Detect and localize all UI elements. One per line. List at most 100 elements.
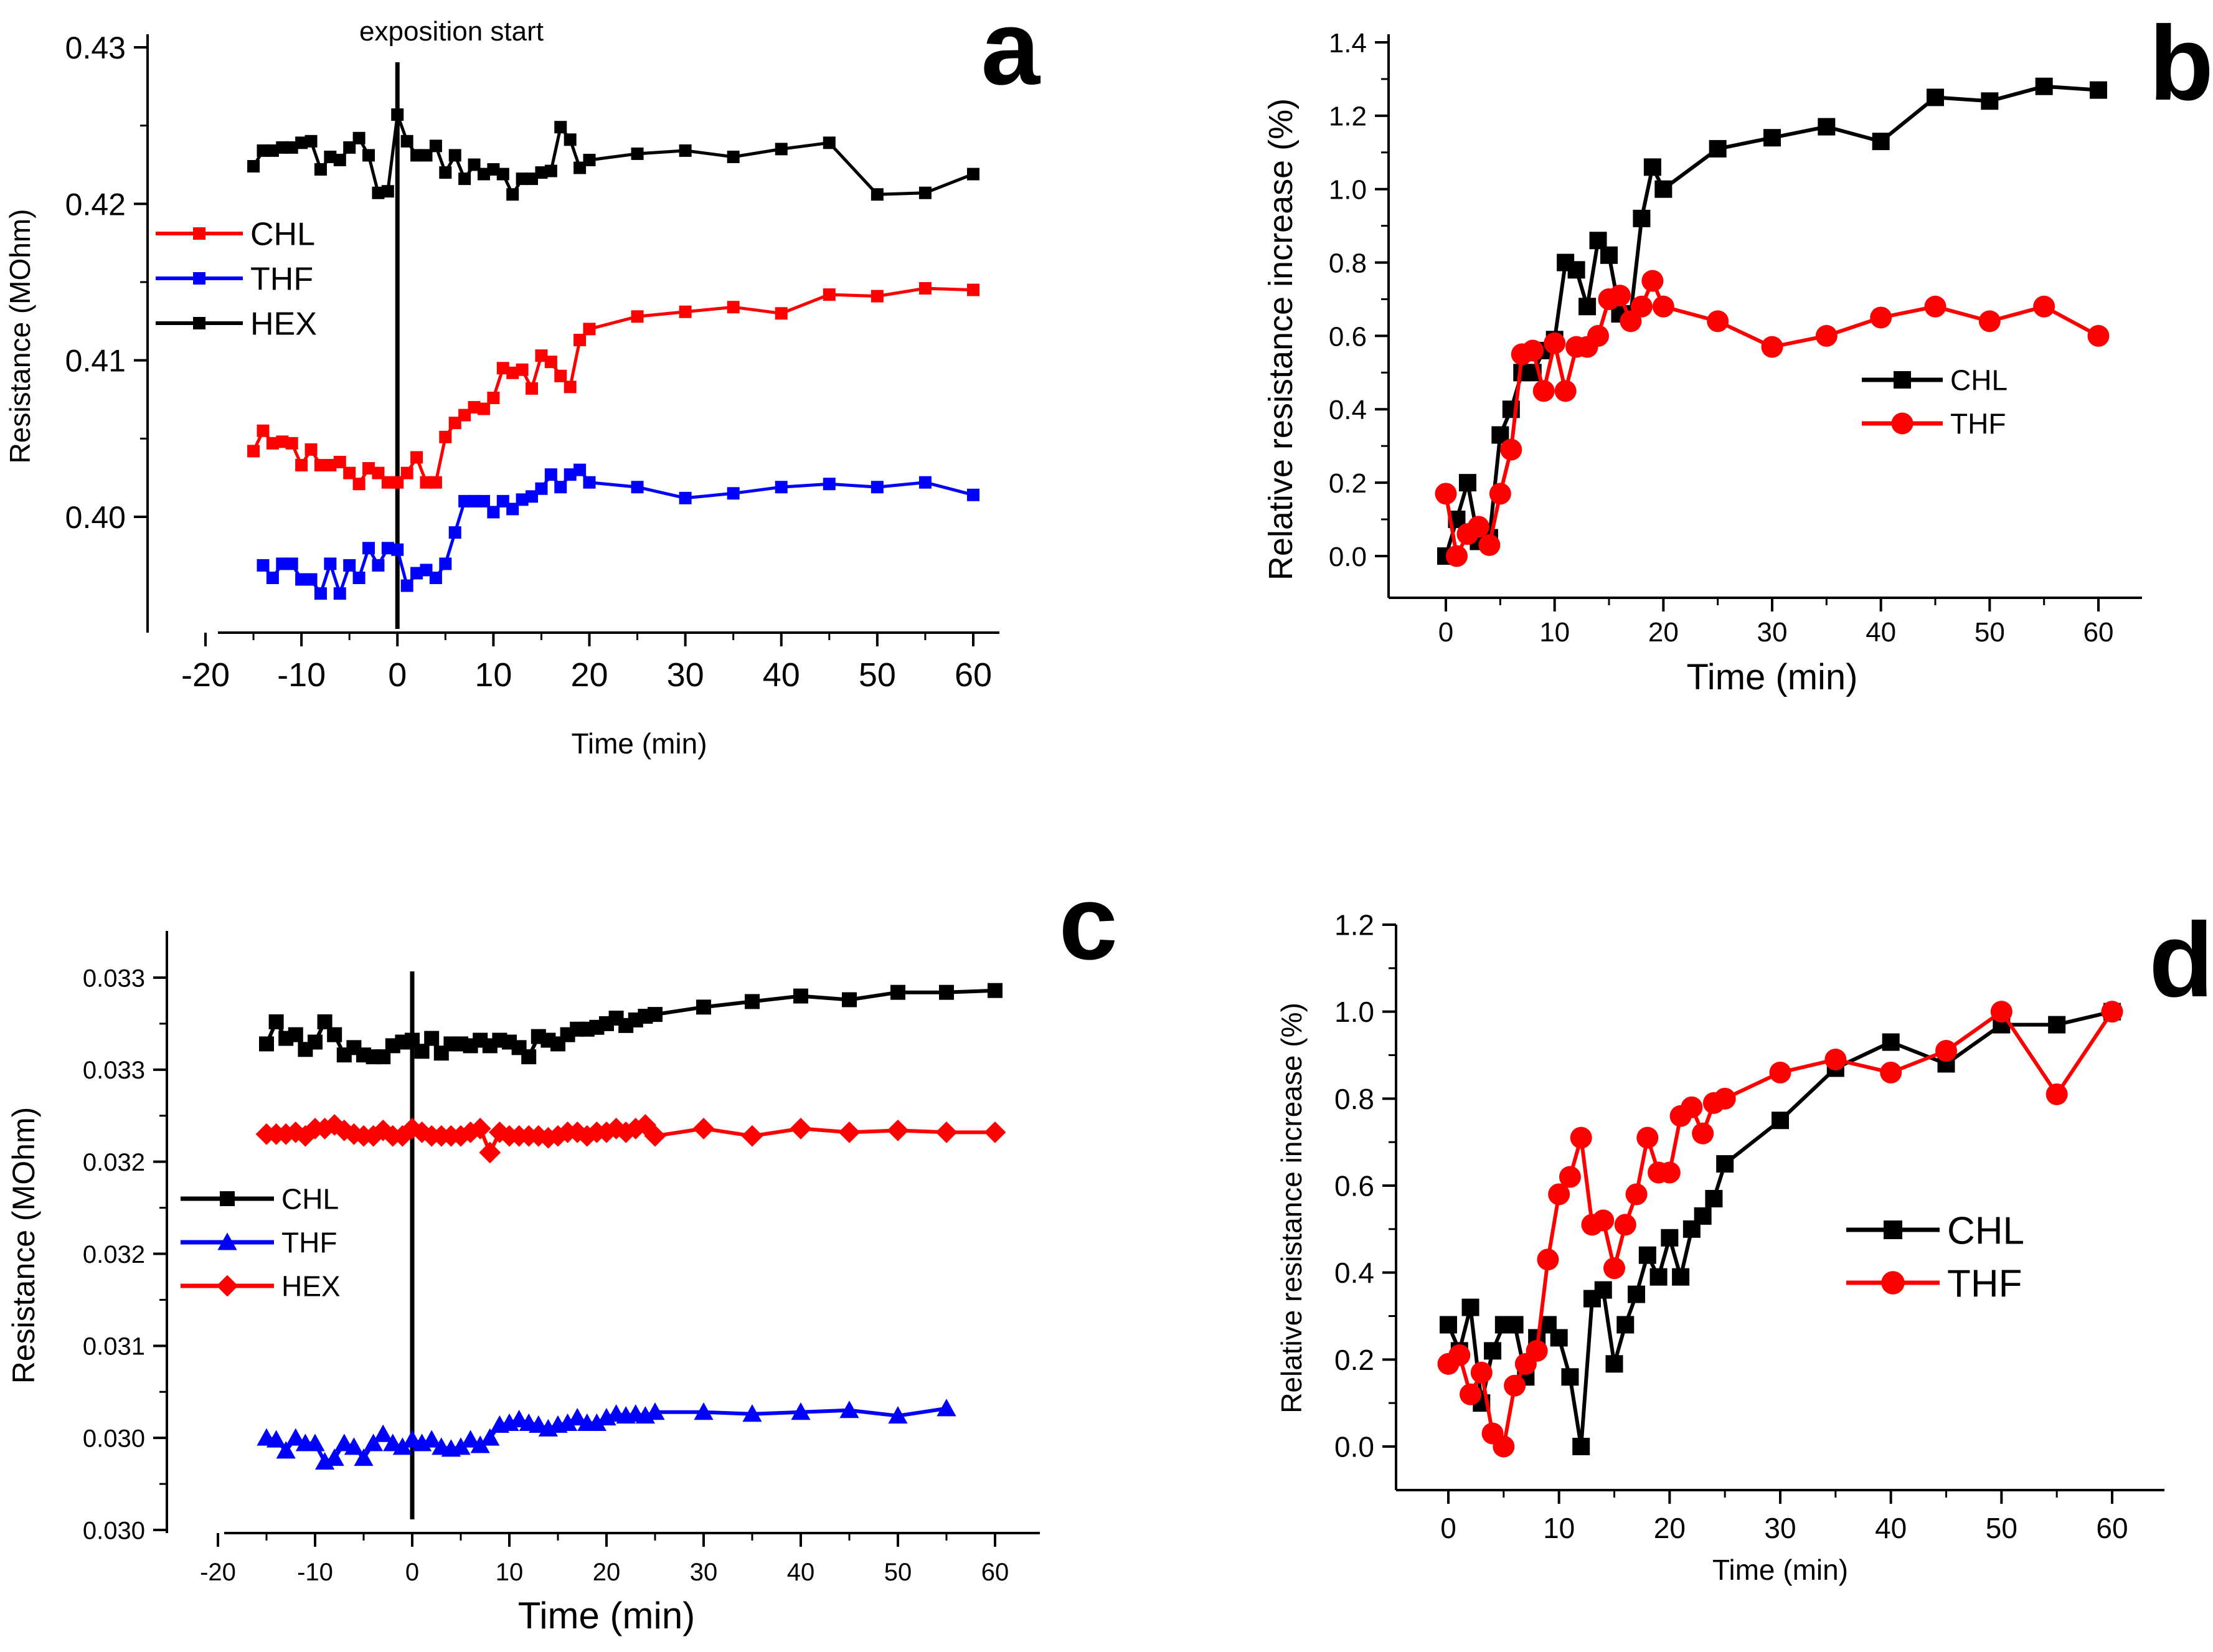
data-point-thf [1532,380,1555,402]
data-point-thf [468,494,481,507]
data-point-chl [648,1007,663,1022]
data-point-thf [1990,1001,2012,1023]
data-point-chl [324,459,337,472]
data-point-chl [1772,1112,1789,1130]
data-point-chl [1649,1268,1668,1286]
data-point-hex [775,143,788,156]
data-point-thf [1570,1126,1592,1149]
data-point-chl [391,476,404,489]
legend-marker-chl [1894,371,1911,389]
data-point-thf [823,478,836,491]
data-point-thf [381,542,394,555]
data-point-chl [988,983,1003,998]
data-point-thf [1587,324,1610,347]
series-line-chl [252,286,974,486]
legend-label-hex: HEX [250,306,317,342]
x-tick-label: 50 [859,656,896,694]
x-tick-label: 0 [1440,1512,1456,1544]
series-thf [257,463,979,600]
data-point-thf [429,572,442,585]
x-tick-label: 60 [955,656,992,694]
data-point-thf [1526,1339,1548,1362]
data-point-hex [410,149,423,162]
data-point-chl [1440,1316,1457,1334]
data-point-thf [477,494,490,507]
data-point-thf [1978,310,2001,333]
legend-marker-thf [217,1232,237,1250]
data-point-hex [547,1125,569,1147]
data-point-hex [400,135,413,148]
y-axis-label: Resistance (MOhm) [6,1107,41,1384]
axes: -20 -10 0 10 20 30 40 50 60 0.030 0.030 0.031 0.032 0… [6,931,1040,1636]
data-point-hex [967,168,979,181]
legend: CHL THF [1846,1209,2024,1305]
data-point-thf [362,542,375,555]
y-tick-label: 0.6 [1334,1170,1374,1202]
data-point-chl [496,362,509,375]
y-tick-label: 0.032 [83,1149,145,1176]
data-point-chl [257,424,270,437]
y-axis-label: Resistance (MOhm) [4,209,36,464]
data-point-thf [276,1441,296,1459]
data-point-chl [1661,1229,1679,1247]
y-tick-label: 0.033 [83,1057,145,1084]
y-tick-label: 0.2 [1329,468,1367,499]
panel-a: -20 -10 0 10 20 30 40 50 60 0.40 0.41 0.42 0.43 Time … [4,0,1040,760]
x-tick-label: 60 [2096,1512,2128,1544]
x-tick-label: 50 [1986,1512,2017,1544]
data-point-hex [362,149,375,162]
data-point-hex [496,168,509,181]
data-point-thf [1707,310,1729,333]
legend-marker-chl [220,1191,235,1206]
data-point-chl [327,1027,342,1042]
data-point-hex [516,172,529,186]
panel-d: 0 10 20 30 40 50 60 0.0 0.2 0.4 0.6 0.8 1.0 1.2 Time (… [1275,901,2213,1586]
data-point-chl [352,478,366,491]
x-tick-label: -10 [297,1559,333,1586]
data-point-hex [838,1121,861,1143]
y-tick-label: 0.43 [65,31,126,65]
data-point-thf [918,476,932,489]
data-point-thf [1500,438,1522,461]
data-point-chl [521,1049,537,1065]
data-point-thf [267,1430,286,1448]
data-point-thf [694,1402,714,1420]
data-point-hex [352,131,366,144]
data-point-thf [1445,545,1468,567]
data-point-chl [1589,232,1607,250]
data-point-chl [506,366,519,379]
data-point-hex [790,1118,812,1140]
data-point-hex [984,1121,1006,1143]
data-point-hex [527,1125,550,1147]
data-point-hex [401,1118,423,1140]
data-point-thf [392,1437,412,1455]
data-point-chl [573,333,587,346]
data-point-chl [967,283,979,296]
data-point-chl [304,443,318,456]
data-point-hex [460,1121,481,1143]
data-point-chl [1694,1207,1712,1225]
data-point-thf [2045,1083,2068,1105]
data-point-thf [631,481,644,494]
data-point-chl [266,437,279,450]
data-point-chl [333,456,346,469]
data-point-chl [381,476,394,489]
data-point-chl [1709,139,1727,158]
data-point-hex [429,139,442,153]
data-point-hex [392,1125,413,1147]
data-point-thf [451,1437,471,1455]
data-point-hex [391,108,404,121]
legend-marker-chl [193,227,205,240]
series-thf [1435,270,2110,567]
data-point-hex [276,141,289,154]
data-point-chl [1654,180,1673,198]
data-point-hex [554,121,567,134]
data-point-chl [1927,88,1944,106]
legend-label-chl: CHL [1950,364,2008,397]
legend-marker-hex [193,317,205,329]
data-point-chl [631,310,644,323]
data-point-thf [1467,516,1489,538]
series-thf [257,1399,956,1470]
data-point-thf [1559,1166,1581,1188]
data-point-chl [458,408,471,422]
